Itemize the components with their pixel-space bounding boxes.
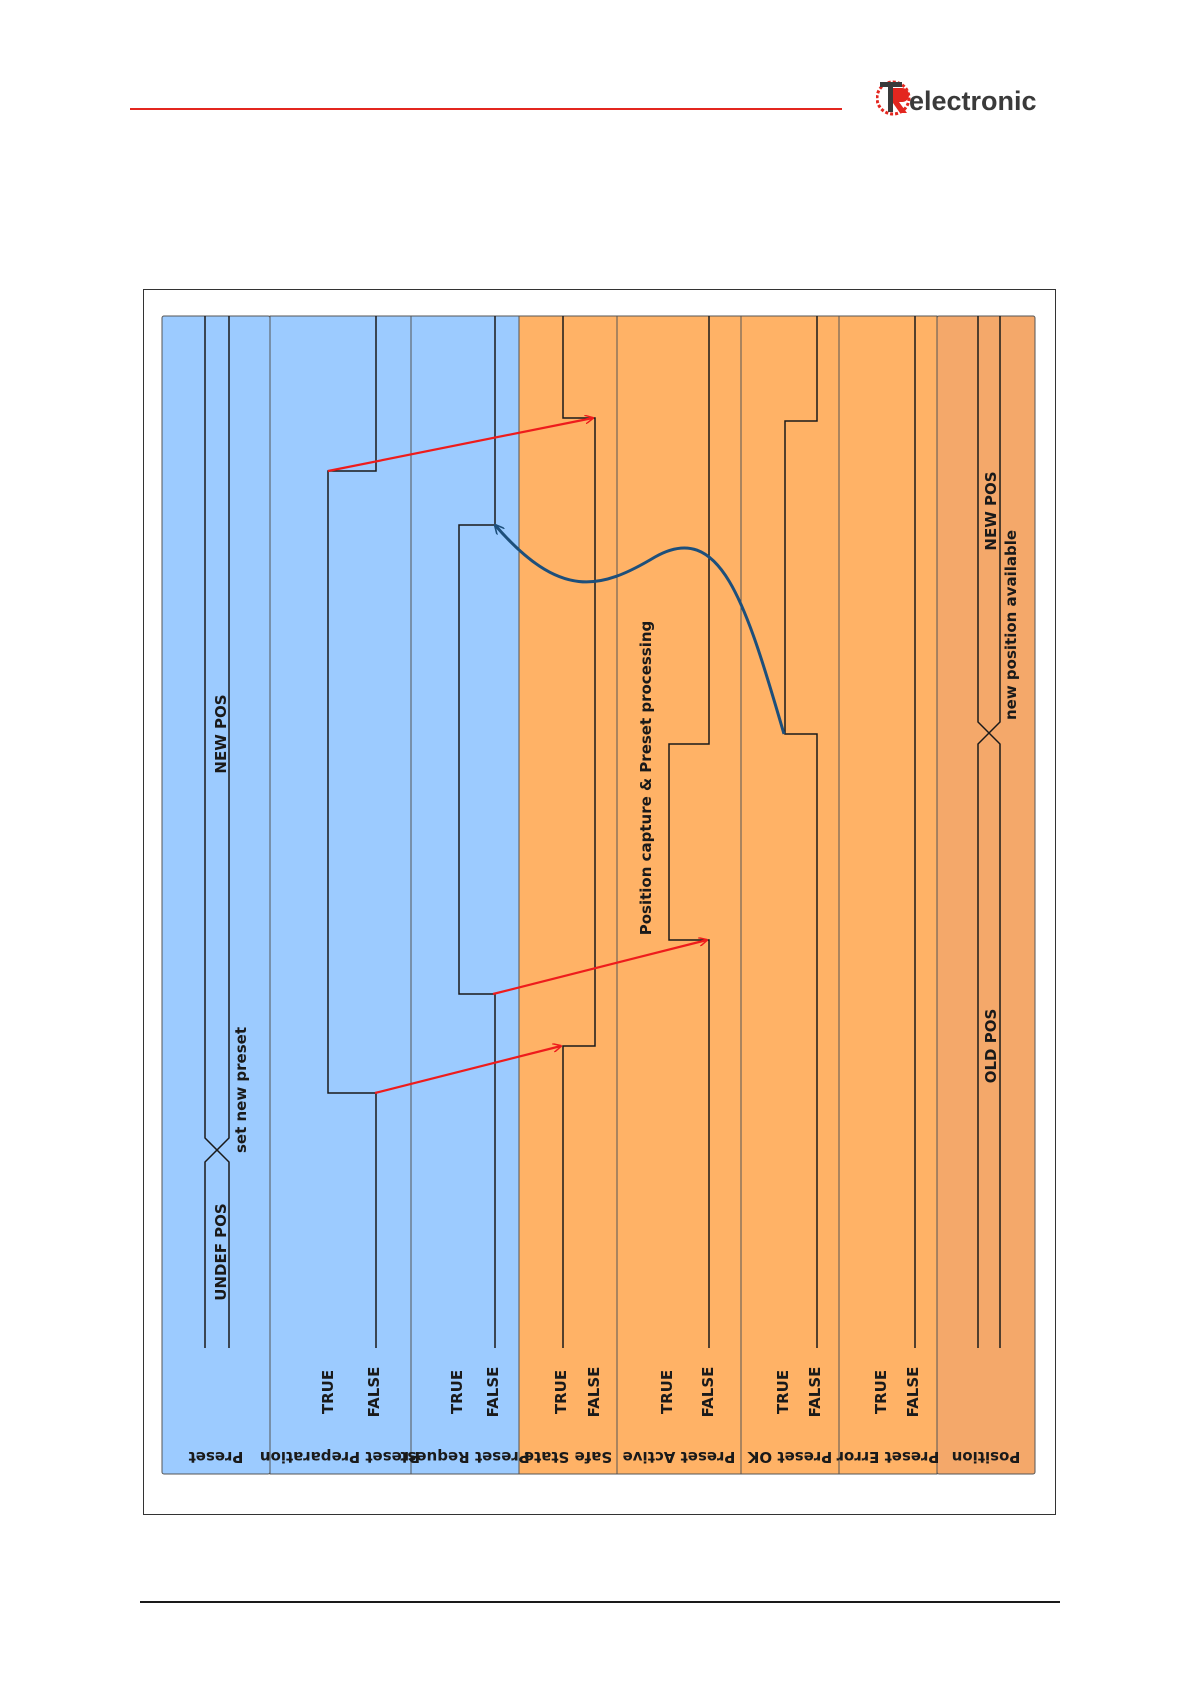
footer-rule (140, 1601, 1060, 1603)
lane-label-preset-preparation: Preset Preparation (260, 1448, 420, 1466)
lane-label-preset-error: Preset Error (836, 1448, 939, 1466)
old-pos-label: OLD POS (982, 1009, 1000, 1084)
preset-bus-lower (204, 316, 230, 1348)
lane-label-position: Position (952, 1448, 1021, 1466)
preset-ok-signal (784, 316, 818, 1348)
trelectronic-logo: electronic (875, 78, 1051, 118)
lane-preset-request (410, 315, 520, 1475)
ok-false-label: FALSE (806, 1367, 824, 1418)
lane-label-preset-request: Preset Request (400, 1448, 529, 1466)
preparation-false-label: FALSE (365, 1367, 383, 1418)
active-true-label: TRUE (658, 1370, 676, 1414)
header-rule (130, 108, 842, 110)
safe-false-label: FALSE (585, 1367, 603, 1418)
lane-label-preset-ok: Preset OK (746, 1448, 832, 1466)
lane-label-preset: Preset (189, 1448, 244, 1466)
safe-true-label: TRUE (552, 1370, 570, 1414)
lane-position (936, 315, 1036, 1475)
new-position-available-label: new position available (1002, 530, 1020, 720)
lane-label-safe-state: Safe State (524, 1448, 612, 1466)
preset-active-signal (668, 316, 710, 1348)
undef-pos-label: UNDEF POS (212, 1203, 230, 1300)
lane-preset-preparation (269, 315, 412, 1475)
lane-safe-state (518, 315, 618, 1475)
lane-label-preset-active: Preset Active (623, 1448, 736, 1466)
arrow-preset-ok-to-request (495, 525, 786, 735)
lane-preset-ok (740, 315, 840, 1475)
figure-frame (143, 289, 1056, 1515)
lane-preset-active (616, 315, 742, 1475)
preset-new-pos-label: NEW POS (212, 694, 230, 773)
arrow-request-to-preset-active (492, 940, 707, 996)
set-new-preset-label: set new preset (232, 1027, 250, 1153)
error-true-label: TRUE (872, 1370, 890, 1414)
tr-emblem-icon (875, 80, 911, 116)
arrow-preparation-to-safe-state-release (327, 418, 593, 473)
lane-preset-error (838, 315, 938, 1475)
error-false-label: FALSE (904, 1367, 922, 1418)
arrow-preparation-to-safe-state (374, 1046, 561, 1095)
position-new-pos-label: NEW POS (982, 471, 1000, 550)
request-signal (458, 316, 496, 1348)
request-false-label: FALSE (484, 1367, 502, 1418)
safe-state-signal (562, 316, 596, 1348)
position-capture-label: Position capture & Preset processing (637, 621, 655, 936)
position-bus-lower (977, 316, 1001, 1348)
ok-true-label: TRUE (774, 1370, 792, 1414)
request-true-label: TRUE (448, 1370, 466, 1414)
active-false-label: FALSE (699, 1367, 717, 1418)
preparation-true-label: TRUE (319, 1370, 337, 1414)
preparation-signal (327, 316, 377, 1348)
brand-text: electronic (909, 86, 1037, 116)
